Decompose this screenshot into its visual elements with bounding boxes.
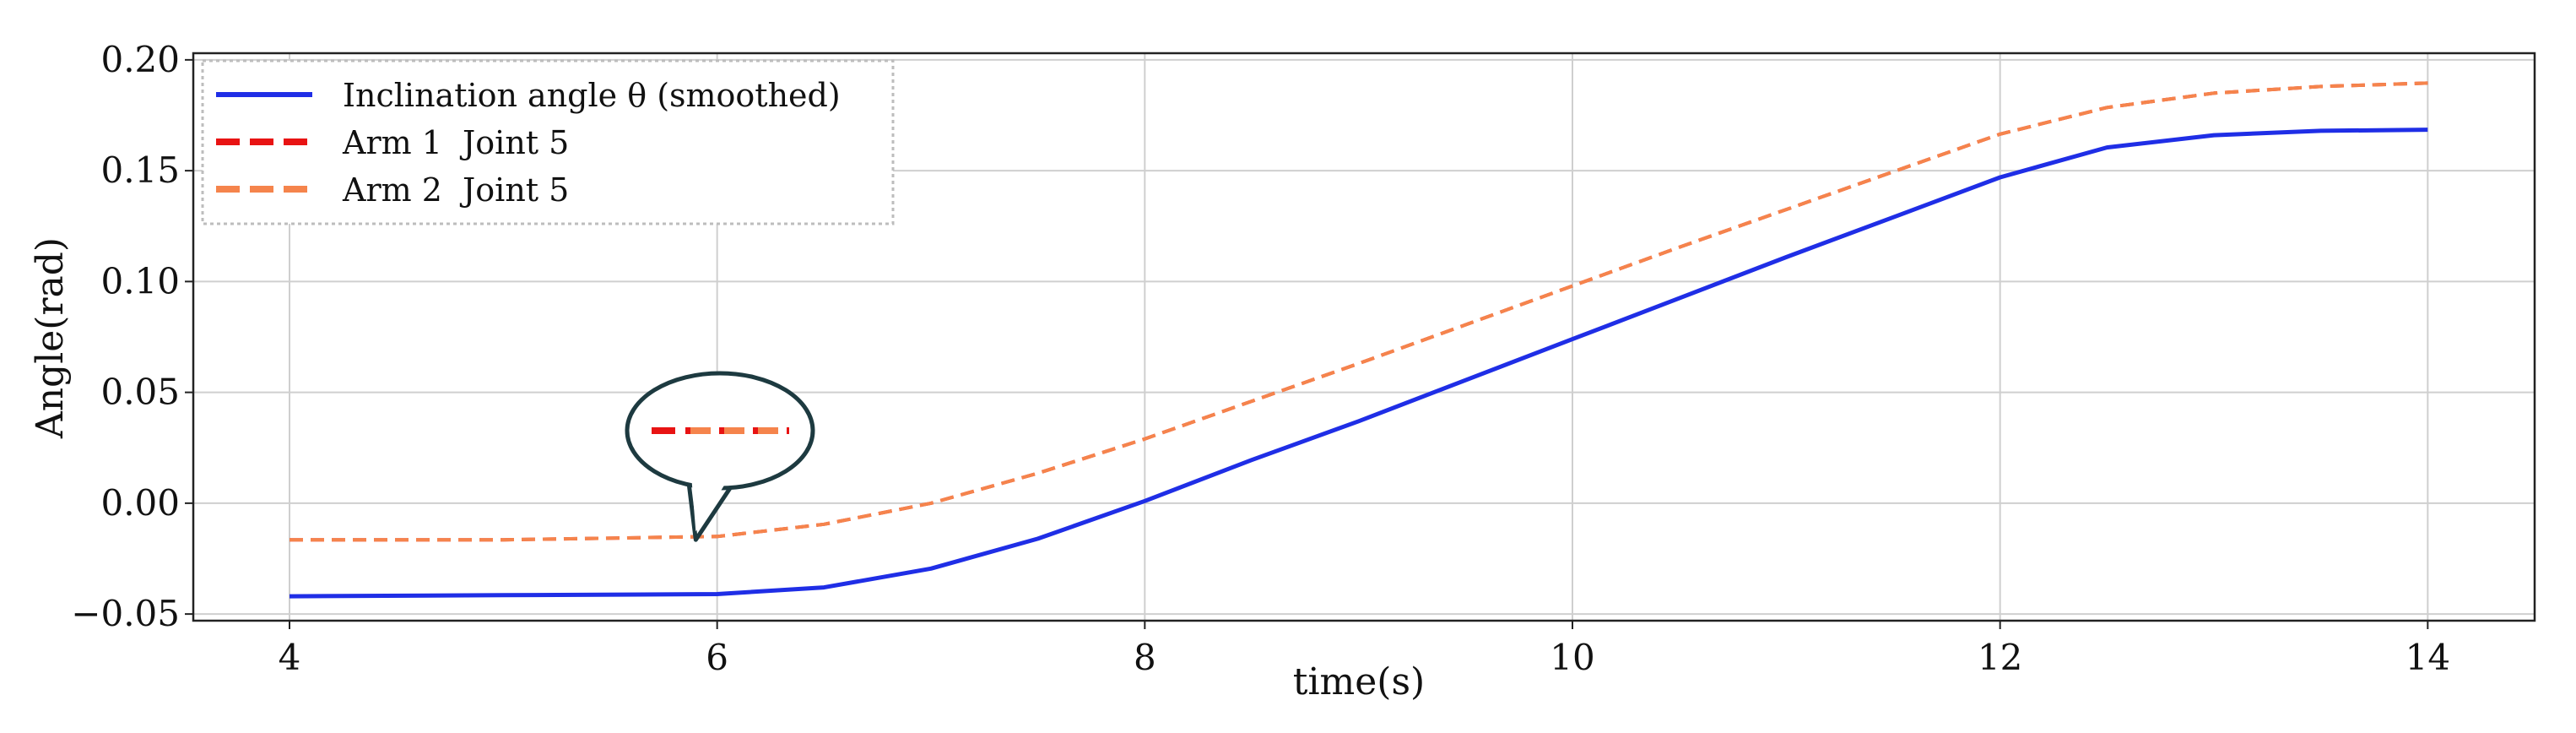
y-tick-label-4: 0.15 xyxy=(100,149,180,191)
y-tick-label-3: 0.10 xyxy=(100,260,180,301)
x-tick-label-3: 10 xyxy=(1550,637,1594,678)
callout-tail-join xyxy=(690,468,733,532)
legend-label-arm2: Arm 2 Joint 5 xyxy=(342,171,569,209)
y-tick-label-0: −0.05 xyxy=(71,593,180,634)
legend-box xyxy=(201,59,895,225)
plot-frame xyxy=(192,52,2536,622)
y-axis-title: Angle(rad) xyxy=(29,237,72,439)
x-tick-label-4: 12 xyxy=(1978,637,2022,678)
series-lines xyxy=(289,81,2428,599)
legend-label-arm1: Arm 1 Joint 5 xyxy=(342,124,569,161)
zoom-callout-bubble xyxy=(625,371,815,542)
series-line-2 xyxy=(290,81,2428,542)
x-tick-label-1: 6 xyxy=(706,637,728,678)
x-axis-ticks: 4 6 8 10 12 14 xyxy=(279,621,2450,678)
x-axis-title: time(s) xyxy=(1293,660,1425,703)
y-axis-ticks: −0.05 0.00 0.05 0.10 0.15 0.20 xyxy=(71,39,193,634)
x-tick-label-0: 4 xyxy=(279,637,301,678)
y-tick-label-2: 0.05 xyxy=(100,372,180,413)
series-line-0 xyxy=(289,128,2428,599)
legend-label-inclination: Inclination angle θ (smoothed) xyxy=(343,77,841,114)
legend: Inclination angle θ (smoothed) Arm 1 Joi… xyxy=(201,59,895,225)
x-tick-label-2: 8 xyxy=(1134,637,1156,678)
x-tick-label-5: 14 xyxy=(2406,637,2450,678)
y-tick-label-5: 0.20 xyxy=(100,39,180,80)
y-tick-label-1: 0.00 xyxy=(100,482,180,524)
